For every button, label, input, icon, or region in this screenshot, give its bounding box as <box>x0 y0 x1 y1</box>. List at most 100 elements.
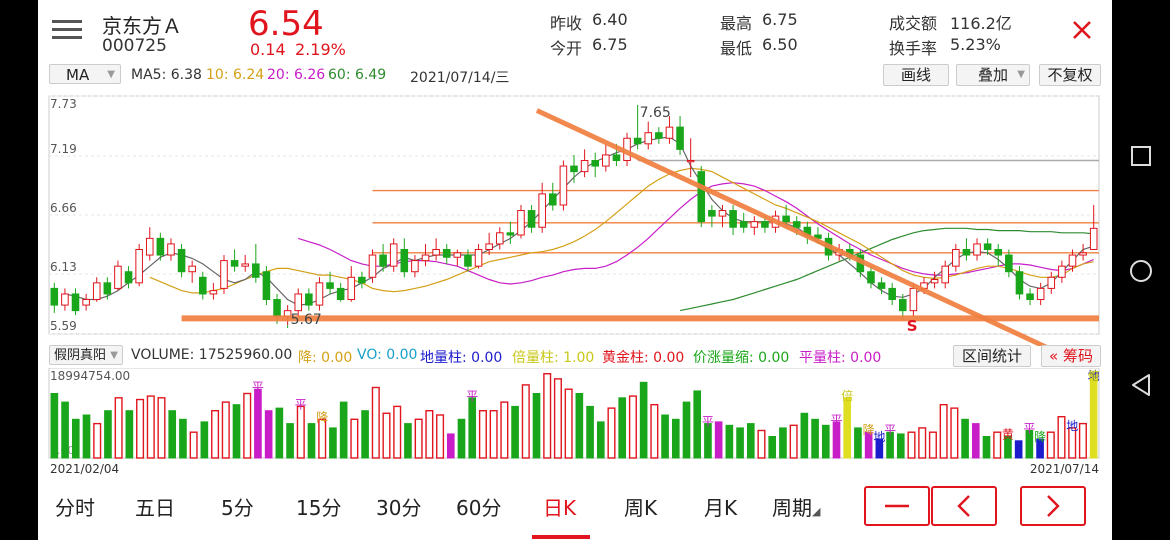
y-tick-label: 7.73 <box>50 97 77 111</box>
candle-body <box>379 254 387 267</box>
ma60-legend: 60: 6.49 <box>328 67 387 83</box>
app-screen: 京东方Ａ 000725 6.54 0.14 2.19% 昨收 6.40 今开 6… <box>38 0 1112 540</box>
quote-label-low: 最低 <box>720 39 753 58</box>
volume-bar <box>414 418 423 459</box>
volume-bar <box>489 410 498 459</box>
volume-signal-mark: 地 <box>1088 369 1100 383</box>
candle-body <box>1005 254 1013 273</box>
trend-line <box>535 108 1050 346</box>
volume-bar <box>1025 429 1034 459</box>
stock-code: 000725 <box>102 36 167 56</box>
volume-bar <box>157 397 166 459</box>
close-icon[interactable] <box>1072 20 1092 40</box>
nav-back-icon[interactable] <box>1130 373 1152 397</box>
volume-bar <box>457 418 466 459</box>
tab-monthly-k[interactable]: 月K <box>704 496 738 520</box>
corner-arrow-icon: ◢ <box>812 505 821 518</box>
volume-bar <box>221 401 230 459</box>
candle-body <box>103 282 112 295</box>
candle-body <box>252 263 260 278</box>
candle-body <box>474 248 483 267</box>
ma10-line <box>149 167 1094 294</box>
volume-bar <box>468 397 477 459</box>
y-tick-label: 6.13 <box>50 260 77 274</box>
volume-bar <box>725 424 734 459</box>
nav-square-icon[interactable] <box>1130 145 1152 167</box>
candle-body <box>124 271 133 284</box>
volume-bar <box>361 410 369 459</box>
ma-select[interactable]: MA ▼ <box>49 64 121 84</box>
volume-bar <box>404 423 412 459</box>
tab-weekly-k[interactable]: 周K <box>624 496 658 520</box>
volume-signal-mark: 平 <box>702 415 714 429</box>
interval-stats-button[interactable]: 区间统计 <box>953 345 1031 367</box>
stock-name: 京东方Ａ <box>102 14 182 38</box>
chevron-right-icon <box>1047 495 1060 517</box>
volume-bar <box>339 401 348 459</box>
menu-icon[interactable] <box>52 15 82 44</box>
tab-five-day[interactable]: 五日 <box>135 496 175 520</box>
indicator-double-volume: 倍量柱: 1.00 <box>512 350 595 366</box>
quote-label-high: 最高 <box>720 14 753 33</box>
candle-body <box>220 260 228 289</box>
candle-body <box>718 210 727 217</box>
candle-body <box>1068 254 1077 267</box>
volume-mode-select[interactable]: 假阴真阳 ▼ <box>49 345 123 365</box>
nav-circle-icon[interactable] <box>1129 259 1153 283</box>
draw-line-button[interactable]: 画线 <box>883 64 949 86</box>
ma5-line <box>64 136 1094 306</box>
quote-label-turnover-rate: 换手率 <box>889 39 938 58</box>
volume-bar <box>811 418 819 459</box>
volume-bar <box>918 427 927 459</box>
volume-chart[interactable]: 18994754.000.00平平降平平倍平降平地黄平降地地倍2021/02/0… <box>38 368 1112 478</box>
quote-turnover-rate: 5.23% <box>950 35 1001 54</box>
candle-body <box>527 210 536 228</box>
volume-bar <box>843 397 852 459</box>
volume-bar <box>425 410 434 459</box>
tab-5min[interactable]: 5分 <box>221 496 254 520</box>
candle-body <box>549 193 557 206</box>
tab-period[interactable]: 周期◢ <box>772 492 820 521</box>
candlestick-chart[interactable]: 7.73 7.19 6.66 6.13 5.59 7.65 5.67 S <box>38 88 1112 346</box>
volume-bar <box>714 421 723 459</box>
tab-60min[interactable]: 60分 <box>456 496 502 520</box>
candle-body <box>167 243 175 256</box>
candle-body <box>1015 271 1024 295</box>
volume-bar <box>350 418 359 459</box>
low-price-label: 5.67 <box>291 312 322 328</box>
candle-body <box>782 215 790 223</box>
tab-30min[interactable]: 30分 <box>376 496 422 520</box>
candle-body <box>209 290 218 295</box>
overlay-select[interactable]: 叠加 ▼ <box>956 64 1030 86</box>
candle-body <box>389 243 398 267</box>
candle-body <box>464 254 472 267</box>
candle-body <box>602 154 610 167</box>
overlay-label: 叠加 <box>977 66 1008 84</box>
prev-button[interactable] <box>931 486 997 526</box>
tab-daily-k[interactable]: 日K <box>543 496 577 520</box>
tab-15min[interactable]: 15分 <box>296 496 342 520</box>
no-adjust-button[interactable]: 不复权 <box>1039 64 1101 86</box>
next-button[interactable] <box>1020 486 1086 526</box>
volume-frame <box>48 368 1100 459</box>
candle-body <box>411 260 419 273</box>
candle-body <box>559 165 568 206</box>
candle-body <box>315 282 324 306</box>
candle-body <box>962 248 971 256</box>
volume-bar <box>671 418 680 459</box>
candle-body <box>199 276 207 295</box>
volume-bar <box>575 393 584 459</box>
candle-body <box>1036 287 1045 301</box>
chip-button[interactable]: « 筹码 <box>1041 345 1101 367</box>
candle-body <box>994 248 1003 256</box>
volume-bar <box>757 429 766 459</box>
candle-body <box>485 243 493 250</box>
zoom-out-button[interactable] <box>864 486 930 526</box>
volume-bar <box>254 388 262 459</box>
volume-signal-mark: 降 <box>316 410 328 424</box>
candle-body <box>453 252 462 258</box>
tab-intraday[interactable]: 分时 <box>55 496 95 520</box>
volume-bar <box>682 401 691 459</box>
candle-body <box>294 293 303 312</box>
volume-bar <box>746 423 755 459</box>
